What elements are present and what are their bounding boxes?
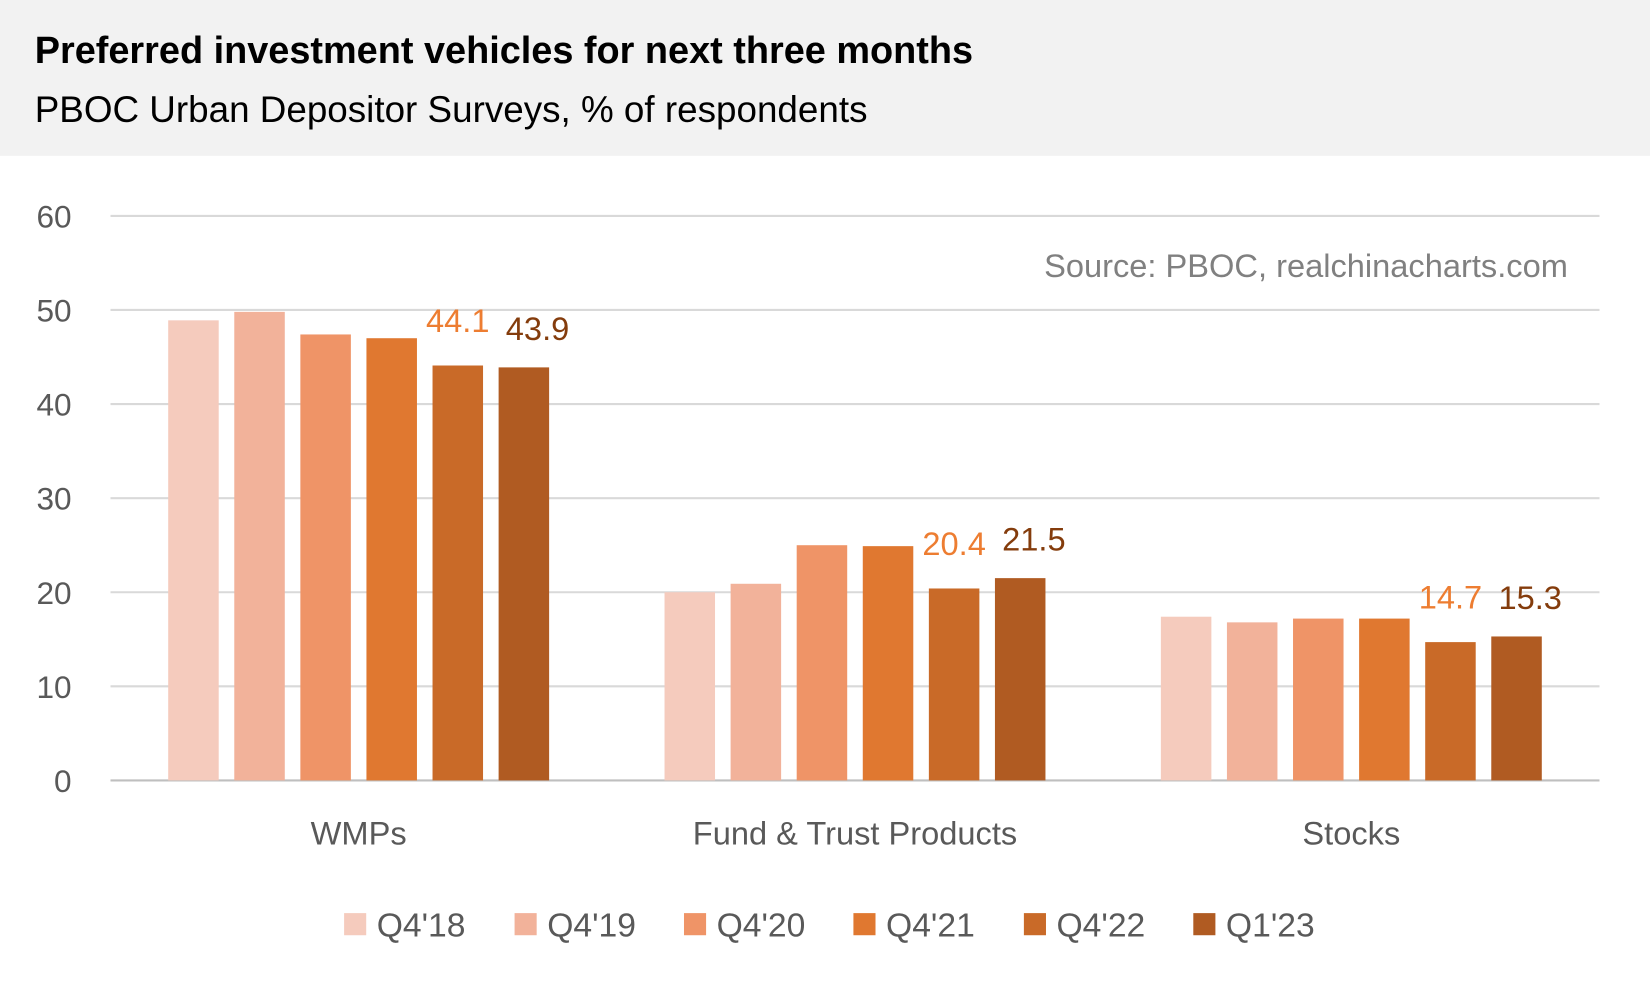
- y-tick-label: 50: [36, 293, 71, 329]
- data-label: 44.1: [426, 302, 489, 339]
- bar: [1293, 618, 1344, 781]
- legend-swatch: [344, 913, 367, 936]
- y-tick-label: 20: [36, 575, 71, 611]
- legend-label: Q4'18: [377, 907, 466, 944]
- bar: [168, 320, 219, 781]
- y-tick-label: 0: [54, 763, 72, 799]
- bar: [730, 583, 782, 781]
- legend-label: Q4'20: [717, 907, 806, 944]
- data-label: 21.5: [1002, 521, 1065, 558]
- legend-label: Q4'21: [886, 907, 975, 944]
- data-label: 15.3: [1498, 579, 1561, 616]
- bar: [1491, 636, 1542, 781]
- x-category-label: Fund & Trust Products: [693, 815, 1017, 852]
- y-tick-label: 10: [36, 669, 71, 705]
- bar: [234, 311, 285, 781]
- bar: [498, 367, 550, 781]
- y-axis: 0 10 20 30 40 50 60: [36, 198, 71, 799]
- source-note: Source: PBOC, realchinacharts.com: [1044, 247, 1568, 284]
- gridlines: [110, 214, 1600, 782]
- header-background: [0, 0, 1650, 156]
- bar: [1160, 616, 1212, 781]
- y-tick-label: 60: [36, 198, 71, 234]
- bars: 44.1 43.9 20.4 21.5 14.7 15.3: [168, 302, 1562, 781]
- data-label: 43.9: [506, 310, 569, 347]
- x-axis: WMPs Fund & Trust Products Stocks: [311, 815, 1401, 852]
- legend-swatch: [514, 913, 537, 936]
- bar: [1359, 618, 1410, 781]
- legend-label: Q1'23: [1226, 907, 1315, 944]
- bar: [432, 365, 484, 781]
- chart-title: Preferred investment vehicles for next t…: [35, 30, 973, 72]
- bar: [1226, 622, 1278, 781]
- bar: [928, 588, 980, 781]
- legend-label: Q4'19: [547, 907, 636, 944]
- bar: [1425, 642, 1476, 781]
- legend-swatch: [853, 913, 876, 936]
- legend-swatch: [1193, 913, 1216, 936]
- legend: Q4'18 Q4'19 Q4'20 Q4'21 Q4'22 Q1'23: [344, 907, 1315, 944]
- bar: [862, 546, 914, 781]
- data-label: 14.7: [1419, 578, 1482, 615]
- legend-swatch: [1023, 913, 1046, 936]
- bar: [664, 592, 716, 781]
- legend-swatch: [683, 913, 707, 936]
- chart-subtitle: PBOC Urban Depositor Surveys, % of respo…: [35, 89, 868, 130]
- bar: [300, 334, 351, 781]
- x-category-label: WMPs: [311, 815, 407, 852]
- x-category-label: Stocks: [1302, 815, 1400, 852]
- bar: [366, 338, 417, 781]
- y-tick-label: 30: [36, 481, 71, 517]
- legend-label: Q4'22: [1057, 907, 1146, 944]
- bar: [796, 545, 848, 781]
- bar: [994, 578, 1046, 781]
- data-label: 20.4: [922, 525, 985, 562]
- y-tick-label: 40: [36, 387, 71, 423]
